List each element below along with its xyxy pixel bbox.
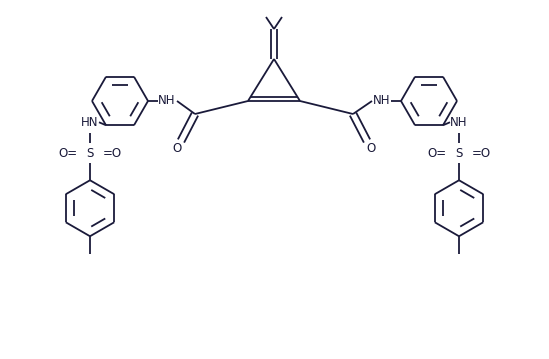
Text: NH: NH [373, 94, 391, 107]
Text: O: O [172, 143, 182, 155]
Text: O: O [366, 143, 376, 155]
Text: HN: HN [81, 116, 99, 129]
Text: S: S [455, 147, 463, 160]
Text: =O: =O [103, 147, 121, 160]
Text: O=: O= [58, 147, 77, 160]
Text: NH: NH [158, 94, 176, 107]
Text: S: S [86, 147, 94, 160]
Text: O=: O= [428, 147, 446, 160]
Text: =O: =O [472, 147, 491, 160]
Text: NH: NH [450, 116, 468, 129]
